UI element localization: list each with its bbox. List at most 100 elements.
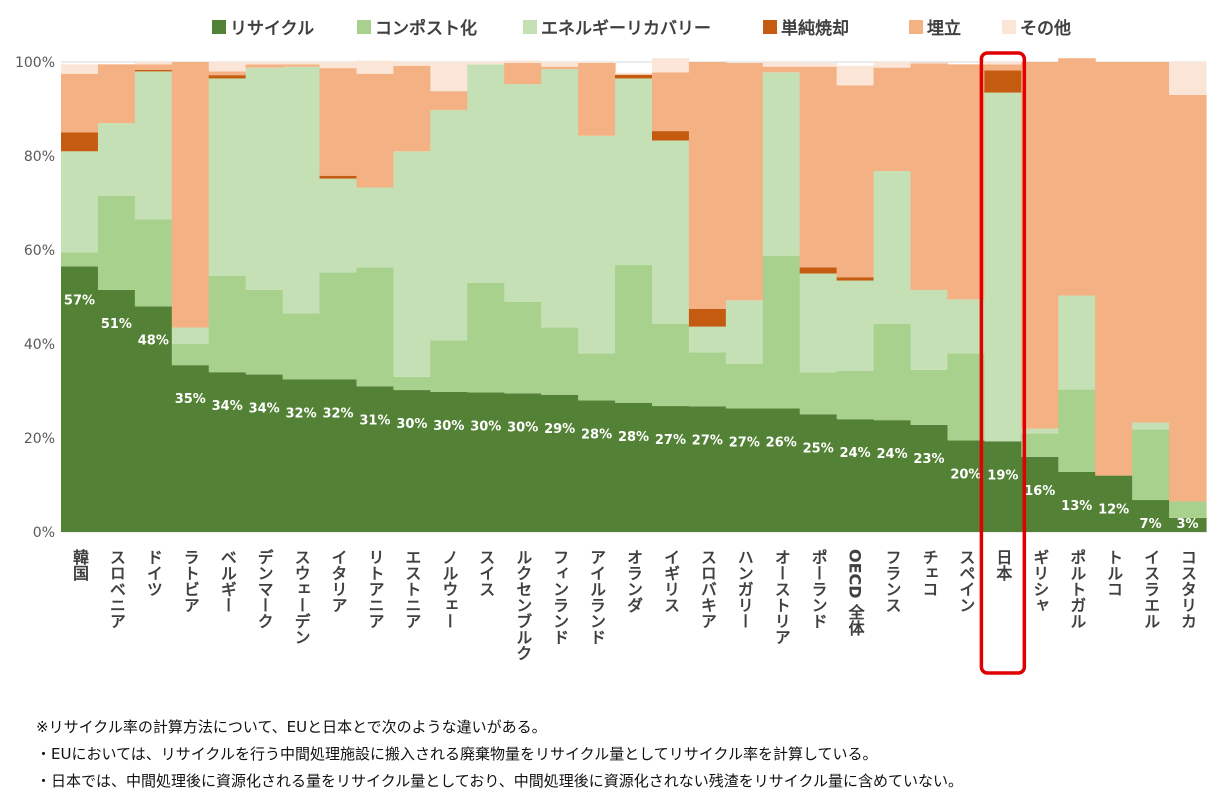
legend-label: リサイクル: [230, 19, 314, 39]
y-tick-label: 40%: [24, 337, 55, 353]
bar-segment: [467, 392, 505, 532]
x-tick-label: フィンランド: [550, 549, 569, 645]
data-label: 51%: [101, 317, 132, 332]
bar-segment: [356, 73, 395, 188]
bar-segment: [171, 62, 210, 328]
data-label: 7%: [1140, 517, 1162, 532]
bar-segment: [430, 62, 468, 92]
x-tick-label: イタリア: [329, 549, 348, 613]
bar-segment: [171, 344, 210, 366]
bar-segment: [393, 62, 431, 66]
bar-segment: [873, 323, 912, 421]
bar-segment: [430, 109, 468, 341]
bar-segment: [504, 393, 542, 532]
bar-segment: [467, 64, 505, 283]
x-tick-label: フランス: [883, 549, 902, 613]
bar-segment: [762, 66, 801, 73]
bar-segment: [873, 67, 912, 172]
bar-segment: [245, 62, 284, 65]
bar-segment: [356, 386, 395, 532]
legend-label: 埋立: [927, 18, 961, 39]
bar-segment: [651, 131, 690, 141]
bar-segment: [578, 62, 616, 136]
x-tick-label: イスラエル: [1141, 549, 1160, 629]
data-label: 48%: [138, 333, 169, 348]
bar-segment: [1132, 62, 1170, 423]
bar-segment: [947, 353, 985, 441]
legend-swatch: [357, 20, 371, 34]
bar-segment: [504, 62, 542, 85]
bar-segment: [61, 132, 99, 152]
legend-swatch: [909, 20, 923, 34]
x-tick-label: オーストリア: [772, 549, 791, 645]
bar-segment: [615, 265, 653, 403]
bar-segment: [430, 340, 468, 392]
bar-segment: [282, 62, 321, 65]
bar-segment: [725, 62, 764, 301]
bar-segment: [282, 66, 321, 314]
data-label: 28%: [618, 430, 649, 445]
x-tick-label: スロベニア: [107, 549, 126, 629]
x-tick-label: リトアニア: [365, 549, 384, 629]
bar-segment: [245, 67, 284, 290]
bar-segment: [245, 374, 284, 532]
bar-segment: [97, 195, 136, 290]
data-label: 30%: [470, 419, 501, 434]
x-tick-label: ポーランド: [809, 548, 828, 629]
x-tick-label: ドイツ: [144, 549, 163, 597]
bar-segment: [615, 402, 653, 532]
bar-segment: [1095, 62, 1133, 476]
bar-segment: [171, 327, 210, 344]
bar-segment: [578, 400, 616, 532]
bar-segment: [984, 70, 1022, 93]
data-label: 34%: [212, 399, 243, 414]
bar-segment: [541, 327, 579, 395]
y-tick-label: 60%: [24, 243, 55, 259]
bar-segment: [836, 419, 875, 532]
data-label: 28%: [581, 427, 612, 442]
x-tick-label: ベルギー: [218, 549, 237, 613]
bar-segment: [984, 92, 1022, 442]
x-tick-label: ラトビア: [181, 549, 200, 613]
bar-segment: [836, 277, 875, 281]
data-label: 25%: [803, 442, 834, 457]
y-tick-label: 0%: [33, 525, 55, 541]
x-tick-label: スペイン: [956, 549, 975, 613]
bar-segment: [984, 441, 1022, 532]
bar-segment: [97, 123, 136, 196]
bar-segment: [541, 69, 579, 328]
legend-label: エネルギーリカバリー: [541, 19, 711, 39]
data-label: 32%: [286, 406, 317, 421]
bar-segment: [910, 424, 949, 532]
bar-segment: [504, 60, 542, 63]
bar-segment: [1095, 475, 1133, 532]
bar-segment: [984, 62, 1022, 65]
y-tick-label: 20%: [24, 431, 55, 447]
bar-segment: [97, 64, 136, 124]
bar-segment: [688, 352, 727, 407]
data-label: 35%: [175, 392, 206, 407]
bar-segment: [319, 272, 358, 380]
bar-segment: [134, 64, 173, 70]
bar-segment: [356, 60, 395, 74]
bar-segment: [356, 267, 395, 387]
bar-segment: [836, 65, 875, 86]
bar-segment: [1169, 94, 1207, 502]
bar-segment: [541, 62, 579, 67]
bar-segment: [430, 91, 468, 110]
bar-segment: [393, 65, 431, 152]
data-label: 57%: [64, 293, 95, 308]
bar-segment: [910, 369, 949, 425]
bar-segment: [873, 62, 912, 68]
bar-segment: [799, 414, 838, 532]
bar-segment: [615, 72, 653, 75]
bar-segment: [319, 175, 358, 179]
bar-segment: [651, 323, 690, 407]
bar-segment: [1021, 433, 1059, 457]
bar-segment: [1021, 428, 1059, 434]
bar-segment: [799, 66, 838, 268]
bar-segment: [688, 406, 727, 532]
bar-segment: [208, 78, 247, 276]
x-tick-label: スイス: [476, 549, 495, 597]
legend-swatch: [1002, 20, 1016, 34]
